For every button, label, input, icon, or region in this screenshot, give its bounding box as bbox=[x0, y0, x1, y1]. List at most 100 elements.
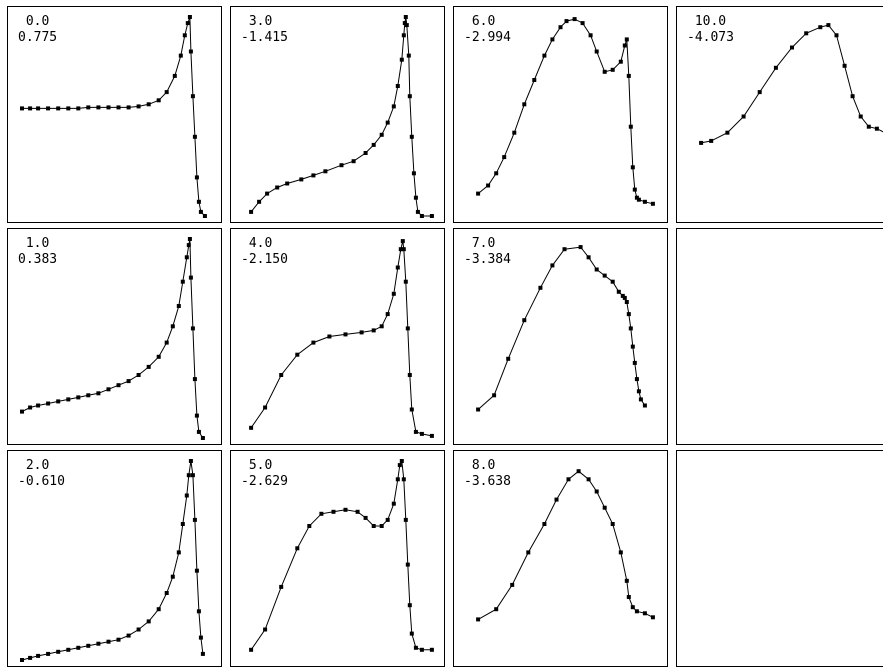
data-point bbox=[188, 49, 193, 54]
data-point bbox=[542, 53, 547, 58]
panel-label: 7.0 -3.384 bbox=[464, 236, 511, 268]
data-point bbox=[186, 243, 191, 248]
data-point bbox=[116, 105, 121, 110]
data-point bbox=[200, 651, 205, 656]
data-point bbox=[190, 473, 195, 478]
data-point bbox=[626, 595, 631, 599]
data-point bbox=[630, 165, 635, 170]
data-point bbox=[858, 114, 863, 119]
data-point bbox=[550, 263, 555, 268]
panel-value-label: -1.415 bbox=[241, 30, 288, 45]
data-point bbox=[194, 568, 199, 573]
data-point bbox=[642, 199, 647, 204]
data-point bbox=[343, 332, 348, 337]
series-line bbox=[477, 246, 646, 410]
data-point bbox=[407, 603, 412, 608]
data-point bbox=[576, 469, 581, 474]
chart-panel-p8: 2.0 -0.610 bbox=[7, 450, 222, 667]
data-point bbox=[20, 658, 24, 662]
data-point bbox=[385, 120, 390, 125]
data-point bbox=[403, 517, 408, 522]
chart-panel-p1: 3.0 -1.415 bbox=[230, 6, 445, 223]
data-point bbox=[146, 364, 151, 369]
panel-time-label: 0.0 bbox=[18, 14, 50, 29]
data-point bbox=[36, 106, 41, 111]
data-point bbox=[542, 522, 547, 526]
data-point bbox=[385, 312, 390, 317]
data-point bbox=[20, 409, 24, 414]
data-point bbox=[196, 199, 201, 204]
data-point bbox=[323, 169, 328, 174]
data-point bbox=[790, 45, 794, 50]
data-point bbox=[126, 379, 131, 384]
data-point bbox=[379, 324, 384, 329]
data-point bbox=[506, 356, 511, 361]
data-point bbox=[404, 23, 409, 28]
data-point bbox=[391, 501, 396, 506]
panel-value-label: 0.775 bbox=[18, 30, 58, 45]
chart-panel-plot bbox=[699, 23, 883, 145]
data-point bbox=[415, 209, 420, 214]
data-point bbox=[554, 497, 559, 502]
data-point bbox=[419, 431, 424, 436]
data-point bbox=[486, 183, 491, 188]
data-point bbox=[532, 78, 537, 82]
data-point bbox=[400, 239, 405, 244]
data-point bbox=[307, 524, 312, 528]
panel-label: 6.0 -2.994 bbox=[464, 14, 511, 46]
data-point bbox=[413, 429, 418, 434]
chart-panel-p10: 8.0 -3.638 bbox=[453, 450, 668, 667]
data-point bbox=[642, 403, 647, 408]
data-point bbox=[572, 17, 577, 22]
data-point bbox=[164, 90, 169, 95]
data-point bbox=[56, 399, 61, 404]
data-point bbox=[405, 562, 410, 567]
data-point bbox=[156, 607, 161, 612]
data-point bbox=[170, 574, 175, 579]
data-point bbox=[476, 617, 481, 622]
series-line bbox=[250, 240, 432, 437]
data-point bbox=[192, 517, 197, 522]
data-point bbox=[385, 517, 390, 522]
data-point bbox=[327, 334, 332, 339]
data-point bbox=[512, 130, 517, 135]
chart-panel-plot bbox=[249, 459, 434, 652]
data-point bbox=[632, 187, 637, 192]
data-point bbox=[146, 102, 151, 107]
series-line bbox=[22, 16, 206, 217]
data-point bbox=[275, 185, 280, 190]
data-point bbox=[429, 433, 434, 438]
data-point bbox=[419, 647, 424, 652]
data-point bbox=[834, 33, 839, 38]
data-point bbox=[66, 647, 71, 652]
data-point bbox=[594, 267, 599, 272]
data-point bbox=[371, 328, 376, 333]
data-point bbox=[638, 397, 643, 402]
data-point bbox=[126, 633, 131, 638]
data-point bbox=[96, 105, 101, 110]
data-point bbox=[624, 300, 629, 304]
data-point bbox=[76, 106, 81, 111]
data-point bbox=[187, 237, 192, 241]
panel-time-label: 8.0 bbox=[464, 458, 496, 473]
data-point bbox=[265, 191, 270, 196]
data-point bbox=[190, 94, 195, 99]
data-point bbox=[588, 33, 593, 38]
panel-label: 1.0 0.383 bbox=[18, 236, 57, 268]
chart-panel-plot bbox=[476, 469, 655, 622]
chart-panel-p11 bbox=[676, 450, 883, 667]
data-point bbox=[257, 199, 262, 204]
data-point bbox=[636, 389, 641, 394]
data-point bbox=[586, 255, 591, 260]
data-point bbox=[395, 477, 400, 482]
data-point bbox=[409, 631, 414, 636]
data-point bbox=[630, 605, 635, 610]
data-point bbox=[580, 21, 585, 26]
data-point bbox=[249, 425, 254, 430]
data-point bbox=[198, 635, 203, 640]
chart-panel-plot bbox=[20, 15, 207, 218]
data-point bbox=[146, 619, 151, 624]
data-point bbox=[476, 407, 481, 412]
data-point bbox=[170, 324, 175, 329]
data-point bbox=[279, 584, 284, 589]
